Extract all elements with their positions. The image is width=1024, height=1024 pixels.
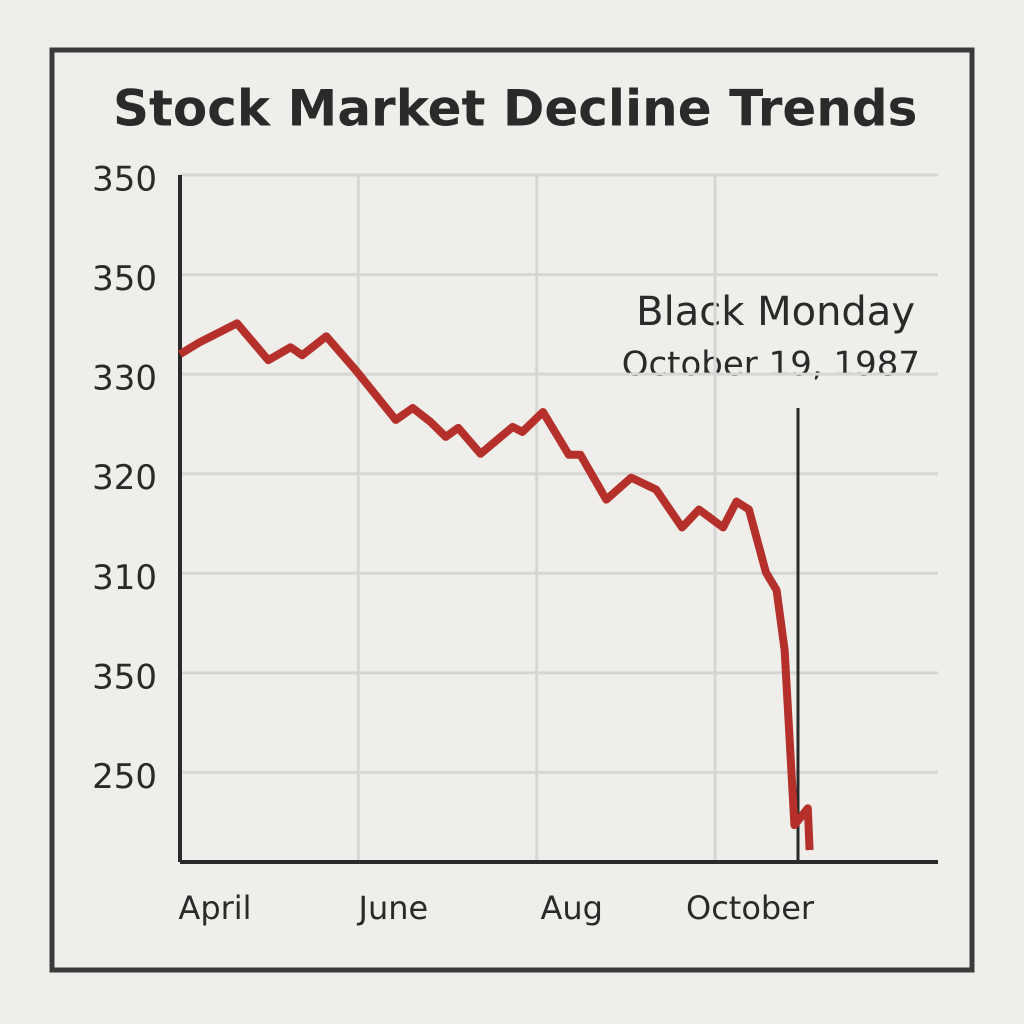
y-tick-label: 250 <box>92 757 157 797</box>
y-tick-label: 350 <box>92 657 157 697</box>
y-tick-label: 310 <box>92 558 157 598</box>
x-tick-label: June <box>357 889 429 927</box>
x-tick-label: Aug <box>540 889 602 927</box>
data-line <box>177 319 814 851</box>
chart-title: Stock Market Decline Trends <box>113 80 917 138</box>
annotation-title: Black Monday <box>636 289 915 335</box>
y-tick-label: 330 <box>92 359 157 399</box>
annotation-subtitle: October 19, 1987 <box>622 345 920 385</box>
y-tick-label: 350 <box>92 160 157 200</box>
x-tick-label: October <box>686 889 815 927</box>
y-tick-label: 350 <box>92 259 157 299</box>
x-tick-label: April <box>178 889 251 927</box>
frame <box>49 47 975 973</box>
y-tick-label: 320 <box>92 458 157 498</box>
